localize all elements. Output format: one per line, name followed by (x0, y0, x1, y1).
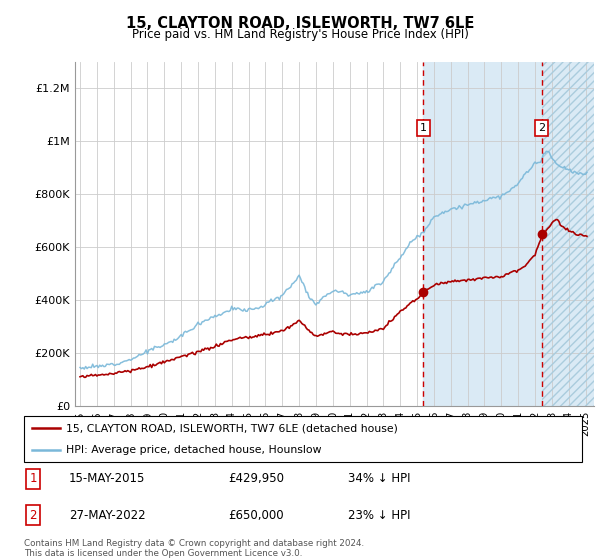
Text: 2: 2 (538, 123, 545, 133)
Text: Contains HM Land Registry data © Crown copyright and database right 2024.
This d: Contains HM Land Registry data © Crown c… (24, 539, 364, 558)
Text: 15, CLAYTON ROAD, ISLEWORTH, TW7 6LE: 15, CLAYTON ROAD, ISLEWORTH, TW7 6LE (126, 16, 474, 31)
Text: 23% ↓ HPI: 23% ↓ HPI (348, 508, 410, 522)
Text: 34% ↓ HPI: 34% ↓ HPI (348, 472, 410, 486)
Text: 15, CLAYTON ROAD, ISLEWORTH, TW7 6LE (detached house): 15, CLAYTON ROAD, ISLEWORTH, TW7 6LE (de… (66, 423, 398, 433)
Text: £650,000: £650,000 (228, 508, 284, 522)
Text: 1: 1 (420, 123, 427, 133)
Text: £429,950: £429,950 (228, 472, 284, 486)
Bar (542, 62, 594, 406)
Text: 1: 1 (29, 472, 37, 486)
Bar (542, 62, 594, 406)
Bar (424, 62, 594, 406)
Text: 15-MAY-2015: 15-MAY-2015 (69, 472, 145, 486)
Text: 2: 2 (29, 508, 37, 522)
Text: Price paid vs. HM Land Registry's House Price Index (HPI): Price paid vs. HM Land Registry's House … (131, 28, 469, 41)
Text: 27-MAY-2022: 27-MAY-2022 (69, 508, 146, 522)
FancyBboxPatch shape (24, 416, 582, 462)
Text: HPI: Average price, detached house, Hounslow: HPI: Average price, detached house, Houn… (66, 445, 322, 455)
